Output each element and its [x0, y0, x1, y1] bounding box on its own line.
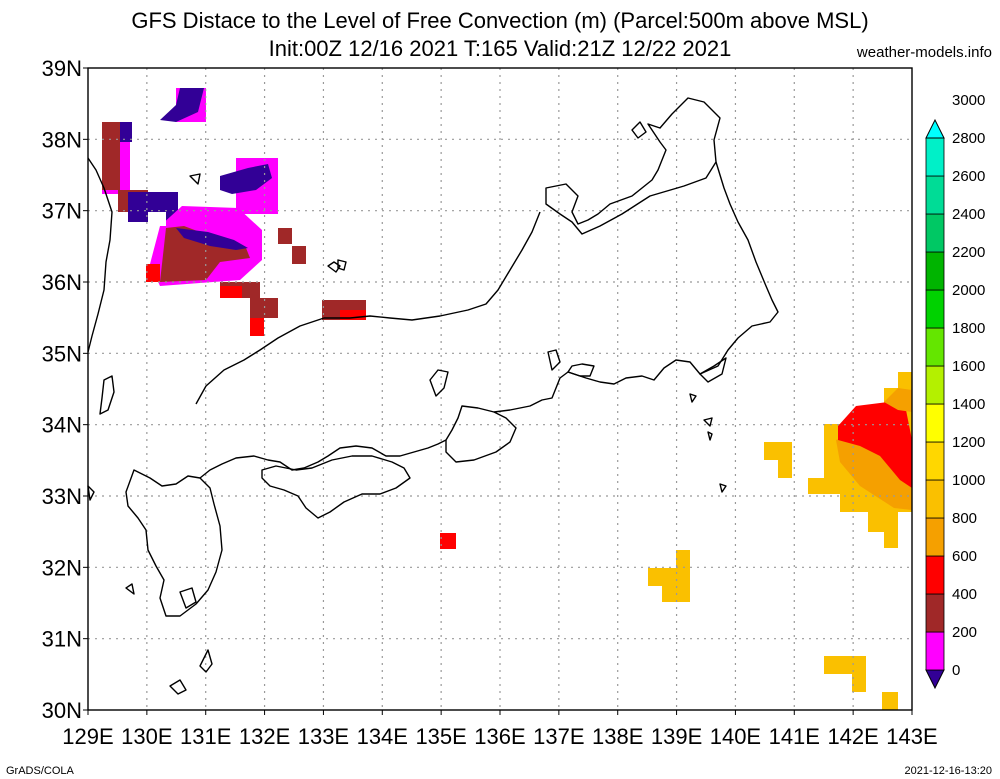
colorbar-segment: [925, 517, 945, 557]
longitude-label: 130E: [121, 724, 172, 749]
islet-7: [719, 483, 727, 493]
colorbar-segment: [925, 555, 945, 595]
longitude-label: 139E: [651, 724, 702, 749]
coastline-layer: [87, 97, 779, 695]
latitude-label: 33N: [42, 484, 82, 509]
korea-coast: [87, 157, 113, 353]
colorbar-label: 2400: [952, 206, 985, 223]
latitude-label: 30N: [42, 698, 82, 723]
map-subtitle: Init:00Z 12/16 2021 T:165 Valid:21Z 12/2…: [268, 36, 732, 61]
colorbar-upper-extend: [925, 118, 945, 139]
field-nw-cluster: [102, 88, 366, 336]
latitude-label: 37N: [42, 199, 82, 224]
colorbar-segment: [925, 175, 945, 215]
colorbar-lower-extend: [925, 669, 945, 690]
site-label: weather-models.info: [856, 44, 992, 61]
colorbar-label: 400: [952, 586, 977, 603]
colorbar-segment: [925, 593, 945, 633]
latitude-label: 39N: [42, 56, 82, 81]
latitude-label: 36N: [42, 270, 82, 295]
field-cell-135e: [440, 533, 456, 549]
longitude-label: 132E: [239, 724, 290, 749]
colorbar-segment: [925, 403, 945, 443]
colorbar-label: 0: [952, 662, 960, 679]
longitude-label: 142E: [827, 724, 878, 749]
islet-1: [169, 679, 187, 695]
colorbar: 0 200 400 600 800 1000 1200 1400 1600 1800 2000 220…: [925, 92, 985, 690]
colorbar-label: 1400: [952, 396, 985, 413]
colorbar-label: 2200: [952, 244, 985, 261]
latitude-label: 38N: [42, 127, 82, 152]
izu-peninsula: [567, 363, 595, 377]
tsushima-island: [99, 375, 115, 415]
colorbar-segment: [925, 213, 945, 253]
field-patch-139e: [648, 550, 690, 602]
field-east-cluster: [764, 372, 912, 710]
islet-3: [179, 587, 197, 609]
colorbar-segment: [925, 327, 945, 367]
honshu-north-coast: [195, 211, 541, 405]
colorbar-segment: [925, 137, 945, 177]
sado-island: [547, 349, 561, 371]
honshu-coast: [545, 97, 721, 235]
latitude-label: 34N: [42, 413, 82, 438]
longitude-label: 129E: [62, 724, 113, 749]
longitude-label: 141E: [769, 724, 820, 749]
shikoku-coast: [261, 455, 411, 519]
islet-6: [707, 431, 713, 441]
plot-frame: [87, 67, 913, 711]
longitude-label: 136E: [474, 724, 525, 749]
okushiri-island: [631, 121, 647, 139]
longitude-label: 135E: [415, 724, 466, 749]
colorbar-label: 800: [952, 510, 977, 527]
islet-2: [199, 649, 213, 673]
islet-4: [125, 583, 135, 595]
colorbar-label: 2600: [952, 168, 985, 185]
longitude-label: 133E: [298, 724, 349, 749]
oki-islands: [327, 259, 347, 273]
colorbar-label: 1200: [952, 434, 985, 451]
latitude-label: 35N: [42, 341, 82, 366]
longitude-label: 138E: [592, 724, 643, 749]
colorbar-label: 2800: [952, 130, 985, 147]
longitude-label: 143E: [886, 724, 937, 749]
colorbar-segment: [925, 441, 945, 481]
colorbar-segment: [925, 631, 945, 671]
islet-5: [703, 417, 713, 427]
islet-8: [689, 393, 697, 403]
colorbar-label: 2000: [952, 282, 985, 299]
honshu-east-coast: [199, 161, 779, 479]
latitude-label: 32N: [42, 555, 82, 580]
latitude-labels: 39N 38N 37N 36N 35N 34N 33N 32N 31N 30N: [42, 56, 88, 723]
islet-10: [87, 485, 95, 501]
graticule: [88, 68, 912, 710]
colorbar-segment: [925, 479, 945, 519]
longitude-labels: 129E 130E 131E 132E 133E 134E 135E 136E 137E 138E…: [62, 710, 938, 749]
colorbar-label: 600: [952, 548, 977, 565]
longitude-label: 131E: [180, 724, 231, 749]
footer-timestamp: 2021-12-16-13:20: [904, 765, 992, 777]
footer-software: GrADS/COLA: [6, 765, 74, 777]
colorbar-segment: [925, 365, 945, 405]
map-title: GFS Distace to the Level of Free Convect…: [131, 8, 869, 33]
awaji-island: [429, 369, 449, 397]
colorbar-segment: [925, 251, 945, 291]
longitude-label: 134E: [357, 724, 408, 749]
colorbar-label: 1800: [952, 320, 985, 337]
latitude-label: 31N: [42, 627, 82, 652]
field-fill-layer: [102, 88, 912, 710]
longitude-label: 137E: [533, 724, 584, 749]
colorbar-label: 3000: [952, 92, 985, 109]
longitude-label: 140E: [710, 724, 761, 749]
colorbar-label: 200: [952, 624, 977, 641]
colorbar-label: 1600: [952, 358, 985, 375]
boso-peninsula: [699, 357, 727, 383]
colorbar-segment: [925, 289, 945, 329]
islet-9: [189, 173, 201, 185]
kii-peninsula: [445, 411, 517, 463]
kyushu-coast: [125, 469, 223, 617]
colorbar-label: 1000: [952, 472, 985, 489]
